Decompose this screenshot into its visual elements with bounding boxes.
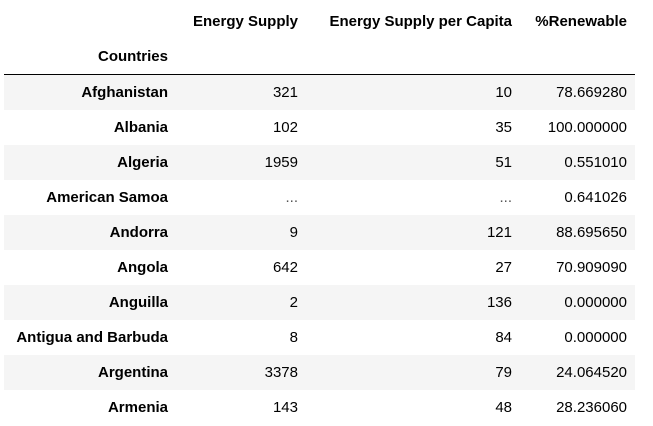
cell-renewable: 0.000000: [564, 294, 627, 311]
row-label-country: Algeria: [117, 154, 168, 171]
row-label-country: Albania: [113, 119, 168, 136]
cell-energy-supply: 9: [289, 224, 298, 241]
table-row: American Samoa ... ... 0.641026: [4, 180, 635, 215]
cell-renewable: 70.909090: [556, 259, 627, 276]
cell-energy-supply-per-capita: ...: [499, 189, 512, 206]
cell-renewable: 24.064520: [556, 364, 627, 381]
cell-energy-supply-per-capita: 27: [495, 259, 512, 276]
table-row: Armenia 143 48 28.236060: [4, 390, 635, 425]
table-row: Argentina 3378 79 24.064520: [4, 355, 635, 390]
row-label-country: Armenia: [107, 399, 168, 416]
cell-energy-supply-per-capita: 121: [486, 224, 512, 241]
index-name-row: Countries: [4, 39, 635, 75]
cell-energy-supply: 321: [272, 84, 298, 101]
index-name-filler: [306, 39, 520, 75]
cell-renewable: 0.551010: [564, 154, 627, 171]
cell-renewable: 28.236060: [556, 399, 627, 416]
table-row: Anguilla 2 136 0.000000: [4, 285, 635, 320]
row-label-country: Argentina: [97, 364, 168, 381]
cell-energy-supply: 1959: [264, 154, 298, 171]
table-row: Andorra 9 121 88.695650: [4, 215, 635, 250]
row-label-country: Angola: [117, 259, 168, 276]
cell-renewable: 100.000000: [547, 119, 627, 136]
table-header: Energy Supply Energy Supply per Capita %…: [4, 4, 635, 75]
column-header-row: Energy Supply Energy Supply per Capita %…: [4, 4, 635, 39]
table-row: Afghanistan 321 10 78.669280: [4, 74, 635, 110]
row-label-country: Antigua and Barbuda: [16, 329, 168, 346]
cell-energy-supply: 3378: [264, 364, 298, 381]
cell-energy-supply-per-capita: 84: [495, 329, 512, 346]
table-row: Albania 102 35 100.000000: [4, 110, 635, 145]
cell-renewable: 0.641026: [564, 189, 627, 206]
dataframe-table: Energy Supply Energy Supply per Capita %…: [4, 4, 635, 425]
cell-energy-supply: 642: [272, 259, 298, 276]
cell-energy-supply: ...: [285, 189, 298, 206]
cell-renewable: 0.000000: [564, 329, 627, 346]
table-body: Afghanistan 321 10 78.669280 Albania 102…: [4, 74, 635, 425]
index-name-filler: [176, 39, 306, 75]
cell-renewable: 78.669280: [556, 84, 627, 101]
cell-energy-supply: 102: [272, 119, 298, 136]
cell-energy-supply-per-capita: 136: [486, 294, 512, 311]
table-row: Algeria 1959 51 0.551010: [4, 145, 635, 180]
index-header-blank: [4, 4, 176, 39]
cell-energy-supply: 143: [272, 399, 298, 416]
cell-renewable: 88.695650: [556, 224, 627, 241]
row-label-country: Anguilla: [108, 294, 168, 311]
cell-energy-supply-per-capita: 10: [495, 84, 512, 101]
table-row: Angola 642 27 70.909090: [4, 250, 635, 285]
cell-energy-supply: 2: [289, 294, 298, 311]
cell-energy-supply: 8: [289, 329, 298, 346]
table-row: Antigua and Barbuda 8 84 0.000000: [4, 320, 635, 355]
cell-energy-supply-per-capita: 51: [495, 154, 512, 171]
row-label-country: American Samoa: [46, 189, 168, 206]
index-name-filler: [520, 39, 635, 75]
column-header-energy-supply: Energy Supply: [192, 13, 298, 30]
index-name-countries: Countries: [4, 39, 176, 75]
column-header-energy-supply-per-capita: Energy Supply per Capita: [329, 13, 512, 30]
row-label-country: Afghanistan: [81, 84, 168, 101]
cell-energy-supply-per-capita: 48: [495, 399, 512, 416]
row-label-country: Andorra: [109, 224, 168, 241]
column-header-renewable: %Renewable: [535, 13, 627, 30]
cell-energy-supply-per-capita: 79: [495, 364, 512, 381]
cell-energy-supply-per-capita: 35: [495, 119, 512, 136]
